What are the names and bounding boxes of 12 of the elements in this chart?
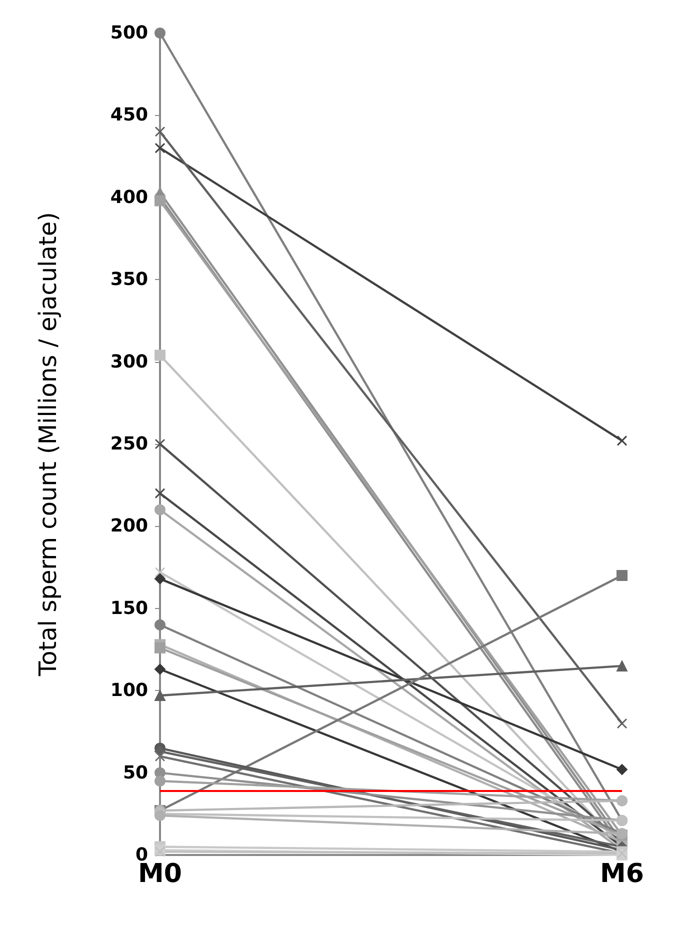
y-tick-label: 150 bbox=[110, 598, 148, 619]
y-axis-title: Total sperm count (Millions / ejaculate) bbox=[34, 212, 62, 677]
y-tick-label: 450 bbox=[110, 104, 148, 126]
y-tick-label: 400 bbox=[110, 186, 148, 208]
y-tick-label: 250 bbox=[110, 434, 148, 454]
y-tick-label: 300 bbox=[110, 351, 148, 372]
x-tick-label: M6 bbox=[600, 859, 644, 889]
y-tick-label: 100 bbox=[110, 680, 148, 702]
y-tick-label: 350 bbox=[110, 269, 148, 290]
y-tick-label: 200 bbox=[110, 516, 148, 537]
y-tick-label: 50 bbox=[122, 762, 148, 784]
y-tick-label: 500 bbox=[110, 22, 148, 44]
